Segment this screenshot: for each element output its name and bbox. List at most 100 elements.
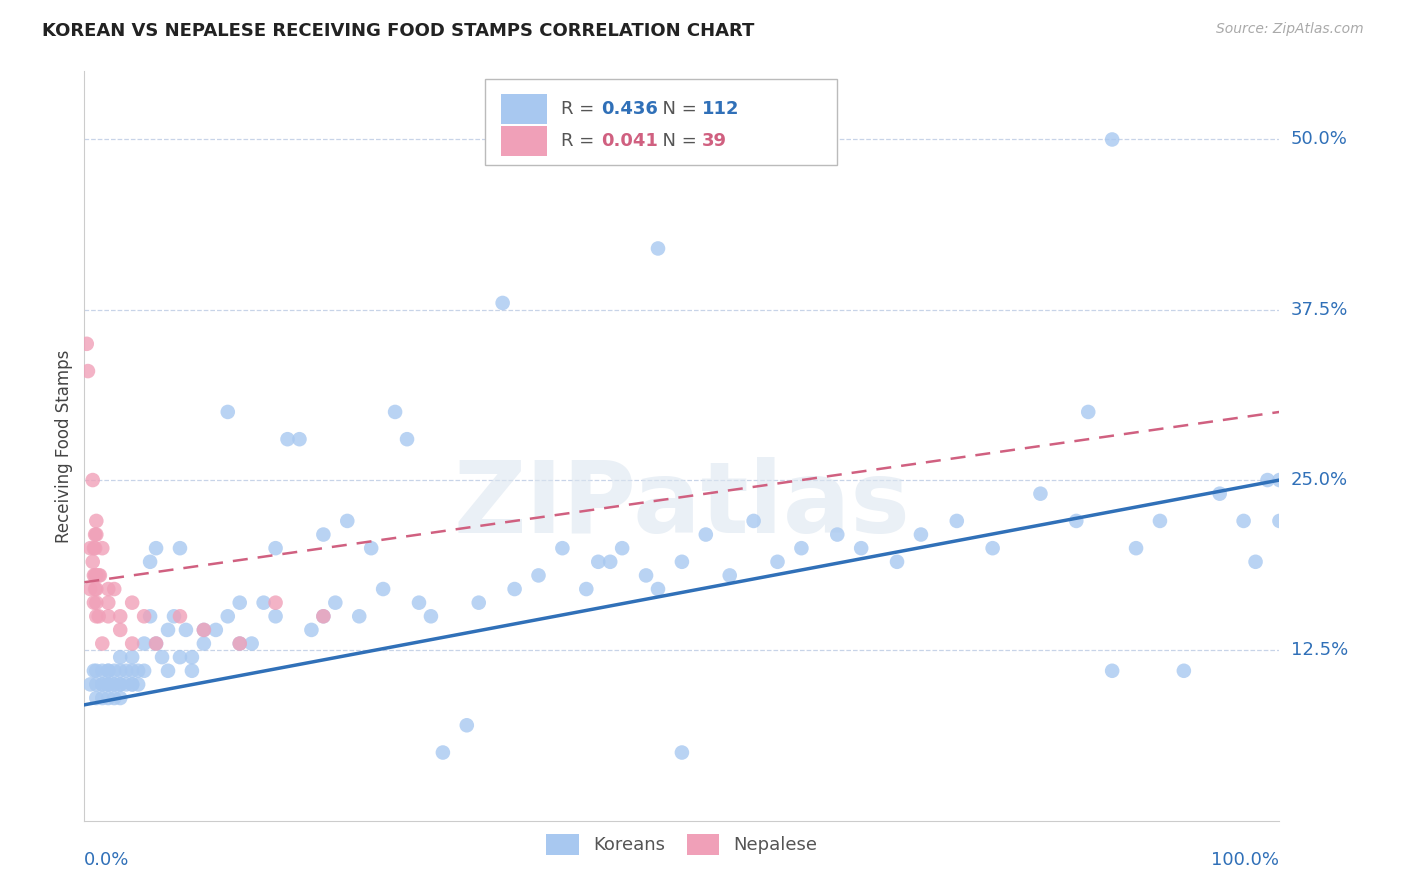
Point <box>408 596 430 610</box>
Point <box>121 664 143 678</box>
Point <box>396 432 419 446</box>
Point <box>1101 664 1123 678</box>
Point <box>83 541 105 556</box>
Point <box>150 650 173 665</box>
Point <box>97 677 120 691</box>
Point <box>432 746 454 760</box>
Point <box>82 555 104 569</box>
Point <box>946 514 969 528</box>
Point <box>91 636 114 650</box>
Point <box>492 296 515 310</box>
Point <box>742 514 765 528</box>
Point <box>1125 541 1147 556</box>
Text: 37.5%: 37.5% <box>1291 301 1348 318</box>
Point <box>527 568 550 582</box>
Point <box>181 664 204 678</box>
Point <box>264 596 287 610</box>
Point <box>588 555 610 569</box>
Point <box>97 582 120 596</box>
Point <box>103 677 125 691</box>
Point <box>139 555 162 569</box>
Point <box>103 582 125 596</box>
Point <box>91 677 114 691</box>
Point <box>1268 473 1291 487</box>
Point <box>373 582 395 596</box>
Point <box>851 541 873 556</box>
Point <box>288 432 311 446</box>
Point <box>981 541 1004 556</box>
Point <box>193 636 215 650</box>
FancyBboxPatch shape <box>485 78 838 165</box>
Point <box>86 691 108 706</box>
Text: KOREAN VS NEPALESE RECEIVING FOOD STAMPS CORRELATION CHART: KOREAN VS NEPALESE RECEIVING FOOD STAMPS… <box>42 22 755 40</box>
Point <box>86 664 108 678</box>
Point <box>86 609 108 624</box>
Point <box>86 568 108 582</box>
Text: 25.0%: 25.0% <box>1291 471 1348 489</box>
Point <box>87 609 110 624</box>
Bar <box>502 94 547 124</box>
Point <box>1268 514 1291 528</box>
Point <box>695 527 717 541</box>
Point <box>240 636 263 650</box>
Point <box>718 568 741 582</box>
Point <box>217 405 239 419</box>
Point <box>91 677 114 691</box>
Point <box>97 664 120 678</box>
Text: 39: 39 <box>702 132 727 150</box>
Point <box>97 596 120 610</box>
Point <box>253 596 276 610</box>
Point <box>1233 514 1256 528</box>
Text: 0.041: 0.041 <box>600 132 658 150</box>
Point <box>360 541 382 556</box>
Point <box>127 664 149 678</box>
Point <box>110 650 132 665</box>
Point <box>468 596 491 610</box>
Text: 50.0%: 50.0% <box>1291 130 1347 148</box>
Point <box>79 677 101 691</box>
Point <box>115 677 138 691</box>
Y-axis label: Receiving Food Stamps: Receiving Food Stamps <box>55 350 73 542</box>
Point <box>325 596 347 610</box>
Point <box>827 527 849 541</box>
Point <box>84 568 107 582</box>
Point <box>264 609 287 624</box>
Bar <box>502 126 547 156</box>
Point <box>1209 486 1232 500</box>
Point <box>312 609 335 624</box>
Point <box>636 568 658 582</box>
Point <box>169 609 191 624</box>
Point <box>79 582 101 596</box>
Point <box>79 541 101 556</box>
Point <box>121 650 143 665</box>
Point <box>89 568 111 582</box>
Point <box>83 664 105 678</box>
Point <box>612 541 634 556</box>
Point <box>1173 664 1195 678</box>
Point <box>174 623 197 637</box>
Point <box>139 609 162 624</box>
Point <box>312 527 335 541</box>
Point <box>86 514 108 528</box>
Point <box>384 405 406 419</box>
Point <box>91 691 114 706</box>
Point <box>87 568 110 582</box>
Point <box>97 677 120 691</box>
Point <box>599 555 621 569</box>
Point <box>503 582 526 596</box>
Point <box>1066 514 1088 528</box>
Point <box>575 582 598 596</box>
Point <box>103 691 125 706</box>
Point <box>163 609 186 624</box>
Point <box>84 541 107 556</box>
Point <box>121 677 143 691</box>
Point <box>264 541 287 556</box>
Point <box>91 664 114 678</box>
Text: R =: R = <box>561 100 600 118</box>
Point <box>110 677 132 691</box>
Point <box>1149 514 1171 528</box>
Point <box>790 541 813 556</box>
Point <box>181 650 204 665</box>
Point <box>110 609 132 624</box>
Point <box>103 677 125 691</box>
